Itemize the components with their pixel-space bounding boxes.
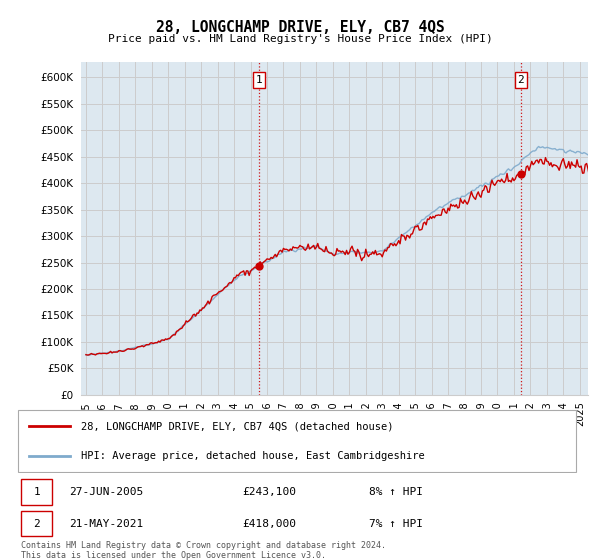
Point [254, 262, 263, 270]
Text: Contains HM Land Registry data © Crown copyright and database right 2024.
This d: Contains HM Land Registry data © Crown c… [20, 540, 386, 560]
FancyBboxPatch shape [20, 479, 52, 505]
Text: 2: 2 [517, 75, 524, 85]
Text: Price paid vs. HM Land Registry's House Price Index (HPI): Price paid vs. HM Land Registry's House … [107, 34, 493, 44]
Text: 7% ↑ HPI: 7% ↑ HPI [369, 519, 423, 529]
FancyBboxPatch shape [20, 511, 52, 536]
Text: 8% ↑ HPI: 8% ↑ HPI [369, 487, 423, 497]
Text: £243,100: £243,100 [242, 487, 296, 497]
Text: 2: 2 [34, 519, 40, 529]
Text: 21-MAY-2021: 21-MAY-2021 [70, 519, 144, 529]
Text: 1: 1 [256, 75, 262, 85]
Text: 1: 1 [34, 487, 40, 497]
Text: 28, LONGCHAMP DRIVE, ELY, CB7 4QS: 28, LONGCHAMP DRIVE, ELY, CB7 4QS [155, 20, 445, 35]
FancyBboxPatch shape [18, 410, 577, 472]
Text: HPI: Average price, detached house, East Cambridgeshire: HPI: Average price, detached house, East… [81, 451, 425, 461]
Text: 28, LONGCHAMP DRIVE, ELY, CB7 4QS (detached house): 28, LONGCHAMP DRIVE, ELY, CB7 4QS (detac… [81, 421, 394, 431]
Text: 27-JUN-2005: 27-JUN-2005 [70, 487, 144, 497]
Point [516, 169, 526, 178]
Text: £418,000: £418,000 [242, 519, 296, 529]
